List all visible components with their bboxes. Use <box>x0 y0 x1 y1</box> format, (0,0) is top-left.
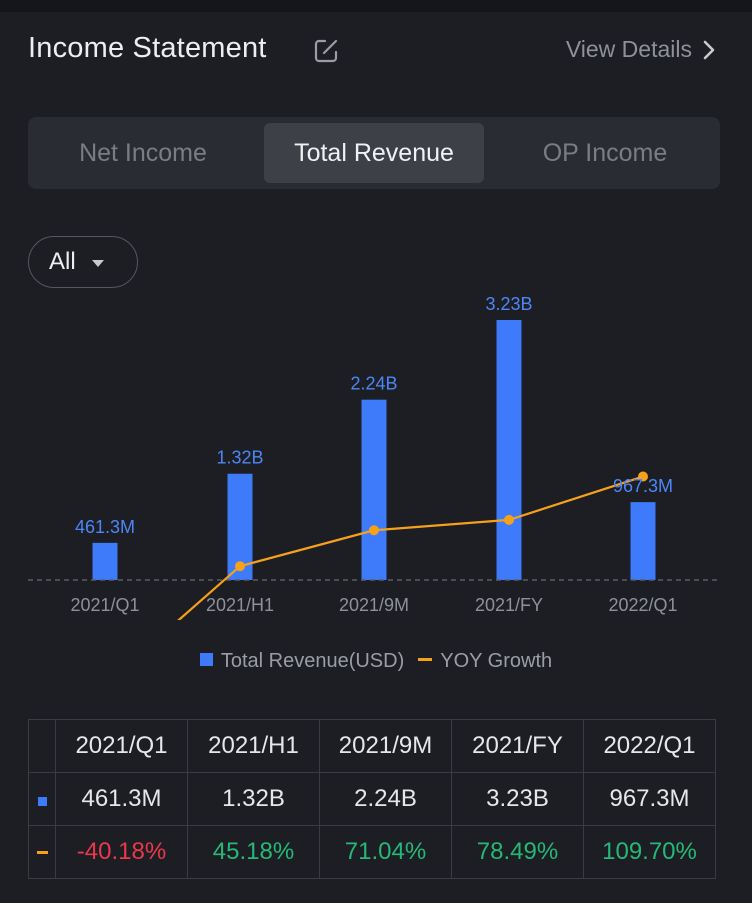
income-statement-header: Income Statement View Details <box>28 30 722 70</box>
view-details-label: View Details <box>565 36 692 62</box>
view-details-link[interactable]: View Details <box>566 36 716 63</box>
table-cell: 45.18% <box>187 825 320 879</box>
table-row-revenue: 461.3M 1.32B 2.24B 3.23B 967.3M <box>28 772 716 826</box>
yoy-growth-point <box>235 561 245 572</box>
table-cell: 2.24B <box>319 772 452 826</box>
table-header-cell: 2021/Q1 <box>55 719 188 773</box>
chevron-right-icon <box>703 40 715 59</box>
revenue-key-swatch <box>37 797 47 806</box>
income-data-table: 2021/Q1 2021/H1 2021/9M 2021/FY 2022/Q1 … <box>28 719 716 879</box>
revenue-bar <box>496 320 522 580</box>
table-header-row: 2021/Q1 2021/H1 2021/9M 2021/FY 2022/Q1 <box>28 719 716 773</box>
legend-swatch-revenue <box>199 653 213 667</box>
edit-icon[interactable] <box>311 36 341 66</box>
x-tick-label: 2021/Q1 <box>70 595 139 615</box>
table-cell: 109.70% <box>583 825 716 879</box>
bar-value-label: 2.24B <box>350 374 397 394</box>
growth-key-cell <box>28 825 56 879</box>
table-row-growth: -40.18% 45.18% 71.04% 78.49% 109.70% <box>28 825 716 879</box>
caret-down-icon <box>91 259 104 267</box>
section-title: Income Statement <box>28 32 267 64</box>
growth-key-swatch <box>36 851 48 855</box>
chart-legend: Total Revenue(USD) YOY Growth <box>0 650 752 673</box>
revenue-chart: 461.3M 1.32B 2.24B 3.23B 967.3M 2021/Q1 2021/… <box>28 294 720 620</box>
tab-op-income[interactable]: OP Income <box>542 139 668 167</box>
table-header-cell: 2022/Q1 <box>583 719 716 773</box>
yoy-growth-point <box>638 471 648 482</box>
period-filter-dropdown[interactable]: All <box>28 236 138 288</box>
status-bar-strip <box>0 0 752 12</box>
tab-total-revenue[interactable]: Total Revenue <box>264 123 484 183</box>
legend-swatch-growth <box>418 658 433 662</box>
x-tick-label: 2022/Q1 <box>608 595 677 615</box>
metric-tabs: Net Income Total Revenue OP Income <box>28 117 720 189</box>
x-tick-label: 2021/H1 <box>206 595 274 615</box>
table-cell: 1.32B <box>187 772 320 826</box>
bar-value-label: 967.3M <box>613 476 673 496</box>
legend-label-revenue: Total Revenue(USD) <box>220 650 405 672</box>
table-cell: 78.49% <box>451 825 584 879</box>
revenue-bar <box>92 542 118 580</box>
table-corner-cell <box>28 719 56 773</box>
table-cell: 967.3M <box>583 772 716 826</box>
tab-net-income[interactable]: Net Income <box>79 139 207 167</box>
table-cell: 3.23B <box>451 772 584 826</box>
x-tick-label: 2021/FY <box>475 595 543 615</box>
period-filter-label: All <box>49 248 76 275</box>
revenue-bar <box>630 502 656 580</box>
x-tick-label: 2021/9M <box>339 595 409 615</box>
table-header-cell: 2021/9M <box>319 719 452 773</box>
table-cell: 461.3M <box>55 772 188 826</box>
bar-value-label: 461.3M <box>75 517 135 537</box>
bar-value-label: 1.32B <box>216 448 263 468</box>
bar-value-label: 3.23B <box>485 294 532 314</box>
revenue-bar <box>361 399 387 580</box>
revenue-key-cell <box>28 772 56 826</box>
table-header-cell: 2021/FY <box>451 719 584 773</box>
table-header-cell: 2021/H1 <box>187 719 320 773</box>
legend-label-growth: YOY Growth <box>440 650 553 672</box>
yoy-growth-point <box>369 525 379 536</box>
yoy-growth-point <box>504 514 514 525</box>
table-cell: -40.18% <box>55 825 188 879</box>
table-cell: 71.04% <box>319 825 452 879</box>
